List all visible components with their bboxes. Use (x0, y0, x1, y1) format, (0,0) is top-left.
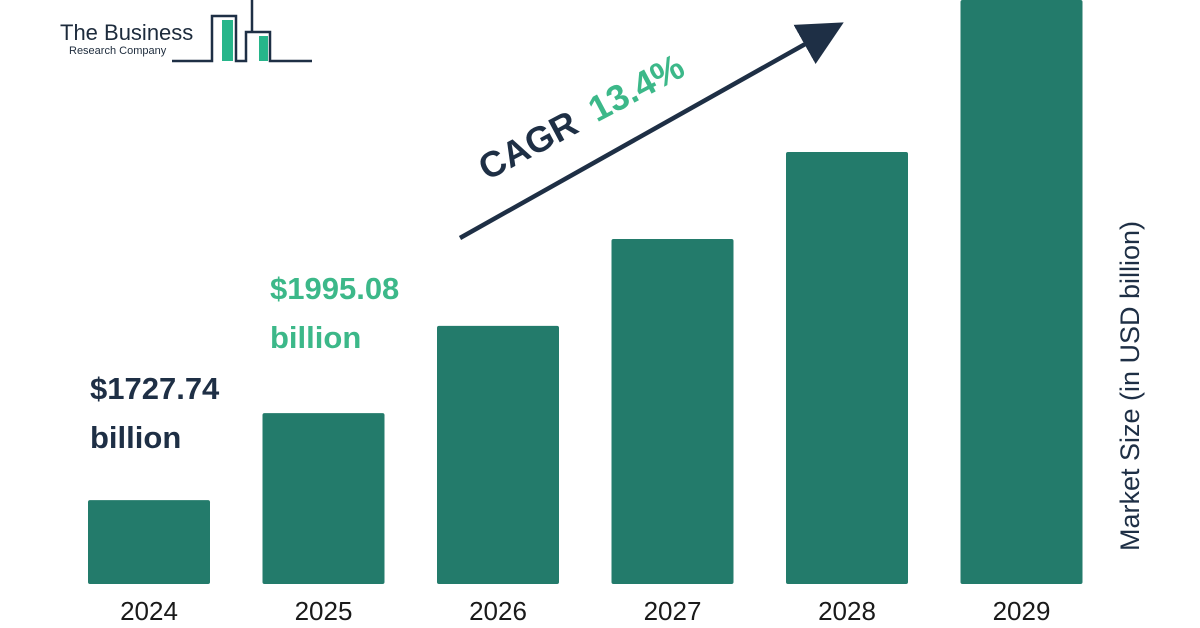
callout-2025-value: $1995.08 (270, 271, 399, 306)
logo-line-2: Research Company (69, 45, 167, 57)
bar-2024 (88, 500, 210, 584)
bar-2026 (437, 325, 559, 584)
bar-2028 (786, 152, 908, 585)
x-axis-ticks: 2024 2025 2026 2027 2028 2029 (120, 596, 1050, 626)
callout-2024: $1727.74 billion (90, 371, 220, 455)
cagr-arrow (458, 22, 844, 240)
y-axis-label: Market Size (in USD billion) (1115, 221, 1145, 551)
logo-line-1: The Business (60, 20, 193, 45)
x-tick-2029: 2029 (993, 596, 1051, 626)
callout-2024-unit: billion (90, 420, 181, 455)
logo-skyline-icon (172, 14, 312, 63)
company-logo: The Business Research Company (60, 0, 312, 63)
cagr-annotation: CAGR 13.4% (458, 22, 844, 240)
callout-2025-unit: billion (270, 320, 361, 355)
x-tick-2028: 2028 (818, 596, 876, 626)
x-tick-2026: 2026 (469, 596, 527, 626)
logo-accent-bar (222, 20, 233, 61)
bars-group (88, 0, 1083, 585)
x-tick-2024: 2024 (120, 596, 178, 626)
bar-2029 (960, 0, 1083, 584)
bar-2027 (611, 238, 734, 584)
x-tick-2025: 2025 (295, 596, 353, 626)
cagr-label: CAGR 13.4% (472, 46, 691, 189)
callout-2025: $1995.08 billion (270, 271, 399, 355)
x-tick-2027: 2027 (644, 596, 702, 626)
logo-accent-bar (259, 36, 268, 61)
bar-2025 (262, 413, 385, 584)
callout-2024-value: $1727.74 (90, 371, 220, 406)
